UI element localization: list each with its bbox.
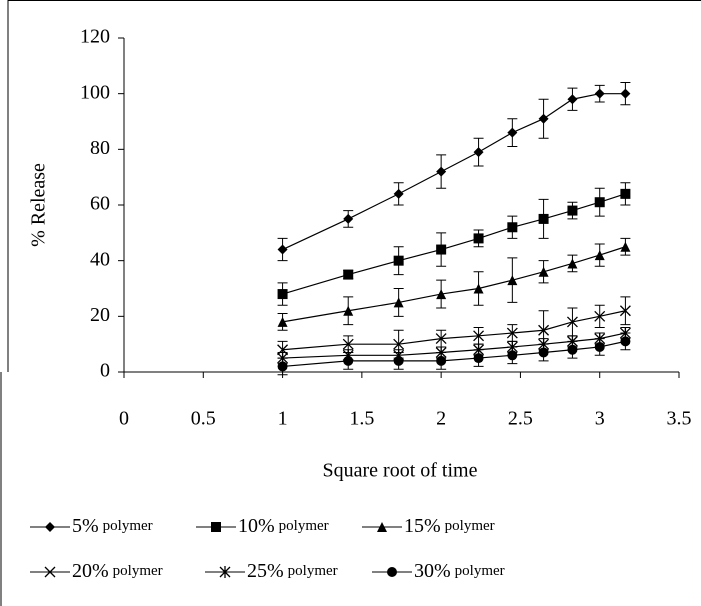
marker <box>567 205 578 216</box>
y-tick-label: 60 <box>90 193 110 215</box>
marker <box>538 266 549 277</box>
series-line <box>282 340 626 368</box>
y-tick-label: 40 <box>90 248 110 270</box>
x-tick-label: 1 <box>278 408 288 430</box>
marker <box>538 324 550 336</box>
legend-label-part: 15% <box>404 515 441 537</box>
legend-label-part: 20% <box>72 560 109 582</box>
marker <box>435 333 447 345</box>
marker <box>393 355 404 366</box>
marker <box>342 338 354 350</box>
marker <box>277 361 288 372</box>
y-tick-label: 20 <box>90 304 110 326</box>
series-line <box>282 93 626 251</box>
x-tick-label: 3 <box>595 408 605 430</box>
marker <box>343 305 354 316</box>
x-tick-label: 2 <box>436 408 446 430</box>
marker <box>620 188 631 199</box>
x-tick-label: 0.5 <box>191 408 216 430</box>
marker <box>393 255 404 266</box>
marker <box>436 355 447 366</box>
marker <box>507 127 518 138</box>
legend-label: 30% polymer <box>414 560 505 582</box>
marker <box>343 269 354 280</box>
marker <box>393 338 405 350</box>
marker <box>377 522 387 532</box>
legend-label: 25% polymer <box>247 560 338 582</box>
marker <box>44 566 56 578</box>
series-line <box>282 193 626 295</box>
legend-label: 15% polymer <box>404 515 495 537</box>
marker <box>594 341 605 352</box>
marker <box>566 316 578 328</box>
legend-label: 20% polymer <box>72 560 163 582</box>
marker <box>507 222 518 233</box>
y-axis-title: % Release <box>28 163 50 247</box>
marker <box>538 113 549 124</box>
marker <box>594 197 605 208</box>
marker <box>277 289 288 300</box>
x-tick-label: 2.5 <box>508 408 533 430</box>
marker <box>619 305 631 317</box>
marker <box>343 355 354 366</box>
marker <box>594 88 605 99</box>
marker <box>436 289 447 300</box>
marker <box>594 250 605 261</box>
marker <box>594 310 606 322</box>
legend-label-part: 5% <box>72 515 99 537</box>
marker <box>538 213 549 224</box>
marker <box>45 522 55 532</box>
marker <box>567 94 578 105</box>
legend-label-part: polymer <box>103 518 153 534</box>
series-line <box>282 246 626 323</box>
marker <box>473 147 484 158</box>
series-line <box>282 310 626 351</box>
legend-label: 10% polymer <box>238 515 329 537</box>
marker <box>393 188 404 199</box>
marker <box>620 241 631 252</box>
x-tick-label: 0 <box>119 408 129 430</box>
marker <box>473 330 485 342</box>
marker <box>620 88 631 99</box>
y-tick-label: 0 <box>100 360 110 382</box>
marker <box>436 166 447 177</box>
marker <box>436 244 447 255</box>
legend-label-part: 25% <box>247 560 284 582</box>
legend-label: 5% polymer <box>72 515 153 537</box>
marker <box>473 353 484 364</box>
marker <box>393 297 404 308</box>
marker <box>277 316 288 327</box>
legend-label-part: polymer <box>445 518 495 534</box>
legend-label-part: 10% <box>238 515 275 537</box>
marker <box>211 522 221 532</box>
marker <box>473 283 484 294</box>
legend-label-part: polymer <box>455 563 505 579</box>
series-line <box>282 332 626 359</box>
marker <box>277 344 289 356</box>
legend-label-part: polymer <box>288 563 338 579</box>
marker <box>567 258 578 269</box>
legend-label-part: 30% <box>414 560 451 582</box>
y-tick-label: 100 <box>80 81 110 103</box>
y-tick-label: 80 <box>90 137 110 159</box>
x-tick-label: 3.5 <box>667 408 692 430</box>
marker <box>219 566 231 578</box>
marker <box>507 275 518 286</box>
marker <box>473 233 484 244</box>
x-tick-label: 1.5 <box>349 408 374 430</box>
marker <box>387 567 397 577</box>
marker <box>343 213 354 224</box>
marker <box>567 344 578 355</box>
legend-label-part: polymer <box>113 563 163 579</box>
marker <box>507 350 518 361</box>
y-tick-label: 120 <box>80 26 110 48</box>
marker <box>277 244 288 255</box>
marker <box>620 336 631 347</box>
marker <box>538 347 549 358</box>
x-axis-title: Square root of time <box>323 460 478 482</box>
marker <box>506 327 518 339</box>
legend-label-part: polymer <box>279 518 329 534</box>
